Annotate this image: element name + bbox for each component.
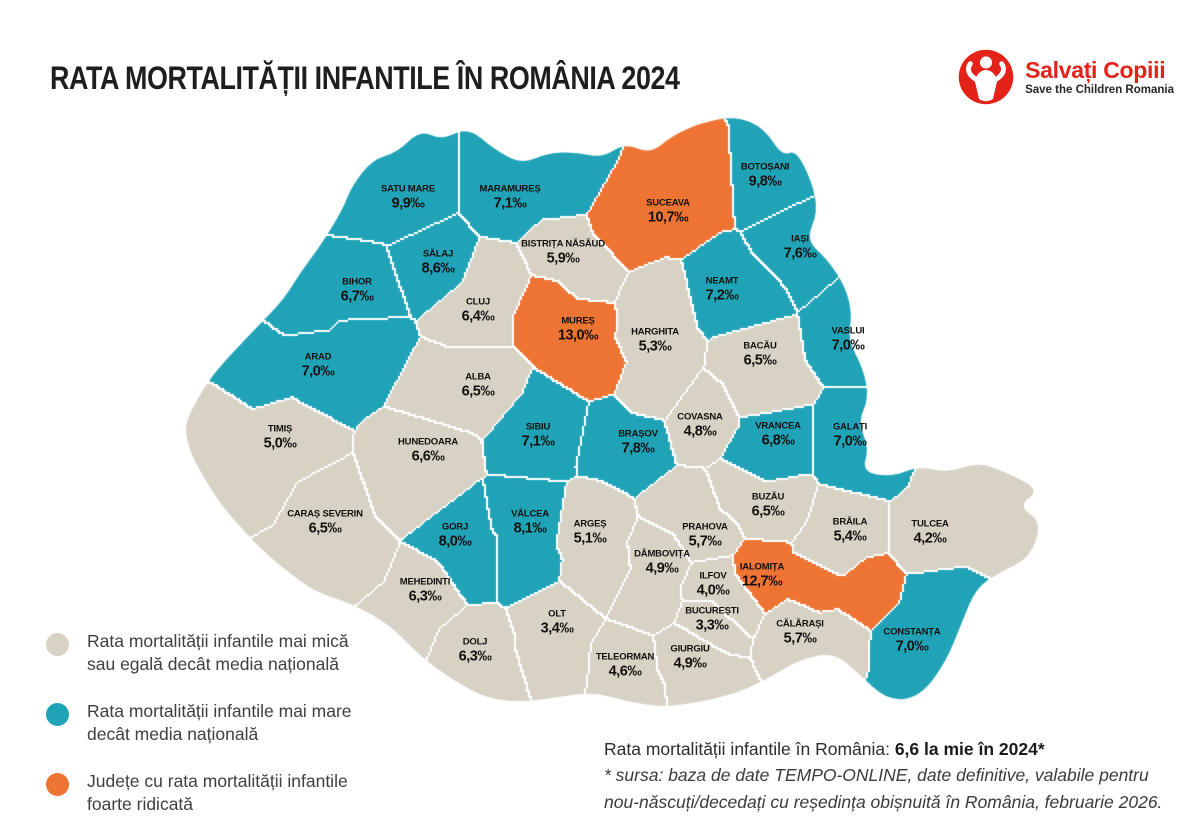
logo-subtitle-text: Save the Children Romania xyxy=(1025,84,1174,97)
legend-dot-very-high-icon xyxy=(46,773,69,797)
logo-brand-text: Salvați Copiii xyxy=(1025,56,1166,83)
legend-label: Județe cu rata mortalității infantile fo… xyxy=(87,771,348,815)
save-the-children-logo: Salvați Copiii Save the Children Romania xyxy=(957,48,1174,106)
legend-label: Rata mortalității infantile mai mare dec… xyxy=(87,701,352,745)
national-rate-value: 6,6 la mie în 2024* xyxy=(894,739,1045,759)
legend-item-high: Rata mortalității infantile mai mare dec… xyxy=(46,700,379,746)
map-legend: Rata mortalității infantile mai mică sau… xyxy=(46,630,379,817)
legend-label: Rata mortalității infantile mai mică sau… xyxy=(87,631,349,675)
page-title: RATA MORTALITĂȚII INFANTILE ÎN ROMÂNIA 2… xyxy=(50,60,680,96)
legend-dot-high-icon xyxy=(46,703,69,727)
save-the-children-mark-icon xyxy=(958,49,1014,105)
legend-dot-low-icon xyxy=(46,633,69,656)
legend-item-low: Rata mortalității infantile mai mică sau… xyxy=(46,630,379,676)
legend-item-very-high: Județe cu rata mortalității infantile fo… xyxy=(46,770,379,816)
national-rate-line: Rata mortalității infantile în România: … xyxy=(604,739,1045,759)
footnote: Rata mortalității infantile în România: … xyxy=(604,736,1184,815)
source-note: * sursa: baza de date TEMPO-ONLINE, date… xyxy=(604,765,1163,812)
